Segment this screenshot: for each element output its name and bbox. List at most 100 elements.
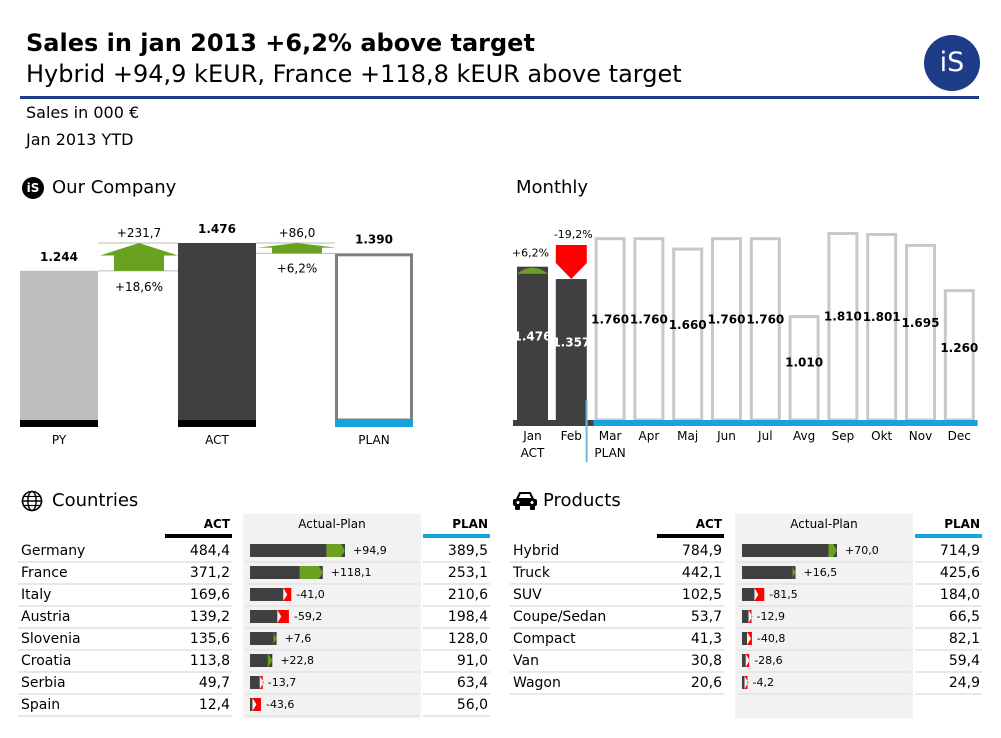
delta-label: +86,0 (279, 226, 316, 240)
month-label: Jan (522, 429, 542, 443)
bar-plan (335, 253, 413, 422)
row-act: 484,4 (190, 543, 230, 559)
act-marker-label: ACT (521, 446, 545, 460)
row-name: France (21, 565, 68, 581)
row-act: 784,9 (682, 543, 722, 559)
row-act: 135,6 (190, 631, 230, 647)
row-plan: 24,9 (949, 675, 980, 691)
row-plan: 66,5 (949, 609, 980, 625)
month-label: Apr (639, 429, 660, 443)
row-diff: -13,7 (268, 676, 296, 689)
row-act: 102,5 (682, 587, 722, 603)
table-row: Truck 442,1 425,6 +16,5 (510, 565, 982, 585)
axis-act (178, 420, 256, 427)
value-label: 1.760 (591, 312, 629, 326)
delta-pct-label: +6,2% (277, 261, 318, 275)
month-label: Maj (677, 429, 698, 443)
table-row: Coupe/Sedan 53,7 66,5 -12,9 (510, 609, 982, 629)
row-diff: -41,0 (296, 588, 324, 601)
row-diff: -4,2 (752, 676, 773, 689)
row-name: Serbia (21, 675, 66, 691)
delta-pct-label: +18,6% (115, 280, 163, 294)
company-logo-icon: iS (22, 177, 44, 199)
bar-plan-sep (827, 232, 859, 422)
row-act: 371,2 (190, 565, 230, 581)
act-bar (742, 654, 746, 667)
month-label: Avg (793, 429, 815, 443)
row-diff: +70,0 (845, 544, 879, 557)
row-name: Croatia (21, 653, 71, 669)
row-act: 169,6 (190, 587, 230, 603)
row-act: 53,7 (691, 609, 722, 625)
value-label: 1.660 (669, 318, 707, 332)
header-act-underline (165, 534, 232, 538)
value-label: 1.760 (630, 312, 668, 326)
bar-plan-maj (672, 247, 704, 422)
row-plan: 253,1 (448, 565, 488, 581)
month-label: Dec (948, 429, 971, 443)
row-plan: 389,5 (448, 543, 488, 559)
row-plan: 59,4 (949, 653, 980, 669)
act-bar (742, 588, 755, 601)
table-row: Spain 12,4 56,0 -43,6 (18, 697, 490, 717)
bar-act (178, 243, 256, 420)
header-plan: PLAN (944, 517, 980, 531)
row-plan: 91,0 (457, 653, 488, 669)
act-bar (250, 610, 278, 623)
table-row: Austria 139,2 198,4 -59,2 (18, 609, 490, 629)
table-row: Van 30,8 59,4 -28,6 (510, 653, 982, 673)
row-name: Spain (21, 697, 60, 713)
row-diff: +22,8 (280, 654, 314, 667)
value-label: 1.760 (708, 312, 746, 326)
act-bar (742, 566, 796, 579)
delta-marker-negative (746, 632, 752, 645)
table-row: SUV 102,5 184,0 -81,5 (510, 587, 982, 607)
row-diff: -12,9 (756, 610, 784, 623)
value-label: 1.476 (514, 329, 552, 343)
row-diff: +94,9 (353, 544, 387, 557)
delta-marker-positive (828, 544, 837, 557)
row-name: Wagon (513, 675, 561, 691)
category-label: ACT (205, 433, 229, 447)
value-label: 1.357 (552, 336, 590, 350)
value-label: 1.390 (355, 232, 393, 246)
act-bar (742, 610, 749, 623)
row-plan: 56,0 (457, 697, 488, 713)
bar-plan-apr (633, 237, 665, 422)
delta-marker-positive (299, 566, 323, 579)
row-diff: +16,5 (804, 566, 838, 579)
bar-plan-jun (711, 237, 742, 422)
act-bar (742, 544, 837, 557)
unit-label: Sales in 000 € (26, 103, 140, 122)
row-act: 139,2 (190, 609, 230, 625)
row-name: Hybrid (513, 543, 559, 559)
row-act: 113,8 (190, 653, 230, 669)
bar-py (20, 270, 98, 420)
axis-plan (593, 420, 978, 426)
value-label: 1.010 (785, 355, 823, 369)
value-label: 1.244 (40, 250, 78, 264)
countries-section-title: Countries (52, 490, 139, 511)
page-title: Sales in jan 2013 +6,2% above target (26, 29, 535, 57)
row-diff: -40,8 (757, 632, 785, 645)
act-bar (742, 632, 747, 645)
header-plan: PLAN (452, 517, 488, 531)
bar-plan-jul (749, 237, 781, 422)
header-diff: Actual-Plan (790, 517, 857, 531)
row-diff: -28,6 (754, 654, 782, 667)
delta-marker-negative (754, 588, 765, 601)
row-name: Coupe/Sedan (513, 609, 606, 625)
page-subtitle: Hybrid +94,9 kEUR, France +118,8 kEUR ab… (26, 60, 682, 88)
row-diff: -43,6 (266, 698, 294, 711)
row-diff: -59,2 (294, 610, 322, 623)
value-label: 1.810 (824, 310, 862, 324)
act-bar (250, 698, 253, 711)
delta-marker-negative (259, 676, 264, 689)
category-label: PY (52, 433, 67, 447)
bar-actual-feb (555, 279, 587, 420)
row-act: 30,8 (691, 653, 722, 669)
company-waterfall-chart: 1.244 1.476 1.390 PY ACT PLAN +231,7 +18,6% +86,… (20, 222, 413, 447)
header-plan-underline (915, 534, 982, 538)
act-bar (250, 676, 260, 689)
monthly-bar-chart: 1.476 Jan 1.357 Feb 1.760 Mar 1.760 Apr 1.660 Maj… (512, 228, 978, 462)
